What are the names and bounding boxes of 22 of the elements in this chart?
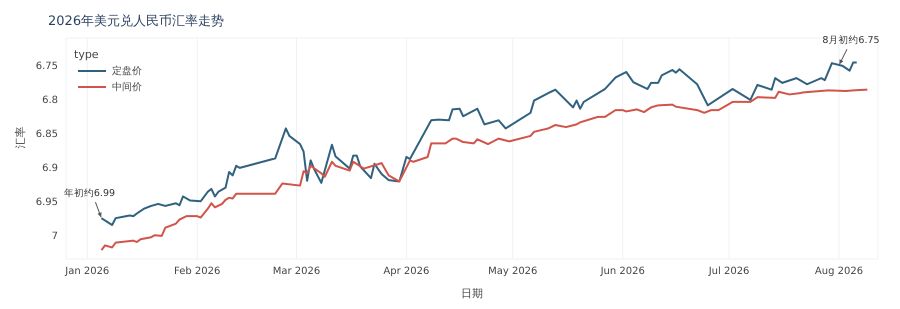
y-tick-label: 6.9	[42, 162, 58, 174]
x-tick-label: May 2026	[488, 266, 538, 278]
y-axis-title: 汇率	[14, 126, 27, 148]
y-tick-label: 6.85	[36, 128, 58, 140]
annotation: 年初约6.99	[64, 187, 116, 200]
legend-label: 中间价	[112, 80, 142, 94]
x-tick-label: Apr 2026	[383, 266, 430, 278]
x-tick-label: Jul 2026	[708, 266, 750, 278]
y-tick-label: 7	[52, 230, 58, 242]
x-tick-label: Feb 2026	[174, 266, 220, 278]
legend-label: 定盘价	[112, 64, 142, 78]
chart-title: 2026年美元兑人民币汇率走势	[48, 13, 224, 30]
legend-title: type	[74, 48, 100, 61]
x-tick-label: Jun 2026	[600, 266, 645, 278]
x-tick-label: Jan 2026	[64, 266, 110, 278]
y-tick-label: 6.95	[36, 196, 58, 208]
annotation: 8月初约6.75	[822, 34, 880, 46]
x-tick-label: Mar 2026	[272, 266, 320, 278]
x-tick-label: Aug 2026	[814, 266, 864, 278]
y-tick-label: 6.75	[36, 60, 58, 72]
y-tick-label: 6.8	[42, 94, 58, 106]
x-axis-title: 日期	[461, 287, 483, 300]
